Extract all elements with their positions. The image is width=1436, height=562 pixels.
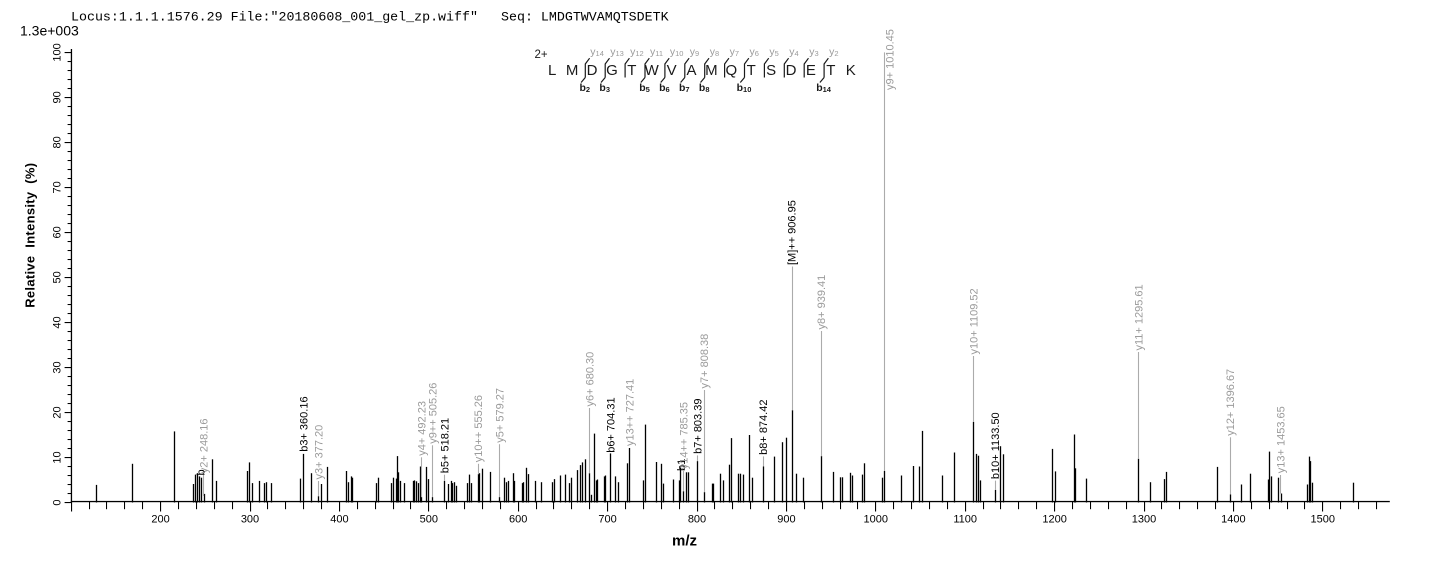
svg-text:b6+ 704.31: b6+ 704.31 xyxy=(606,397,618,452)
svg-text:L: L xyxy=(548,62,556,79)
svg-text:m/z: m/z xyxy=(672,533,697,550)
svg-text:y3+ 377.20: y3+ 377.20 xyxy=(314,425,326,480)
svg-text:80: 80 xyxy=(52,136,64,148)
svg-text:b5+ 518.21: b5+ 518.21 xyxy=(440,418,452,473)
svg-text:y7: y7 xyxy=(730,46,739,58)
svg-text:400: 400 xyxy=(330,514,348,526)
svg-text:10: 10 xyxy=(52,451,64,463)
svg-text:y4+ 492.23: y4+ 492.23 xyxy=(417,401,429,456)
svg-text:Relative Intensity (%): Relative Intensity (%) xyxy=(23,163,38,308)
svg-text:y12+ 1396.67: y12+ 1396.67 xyxy=(1225,369,1237,436)
svg-text:y7+ 808.38: y7+ 808.38 xyxy=(699,334,711,389)
svg-text:b3: b3 xyxy=(599,82,610,94)
svg-text:1300: 1300 xyxy=(1132,514,1156,526)
svg-text:M: M xyxy=(705,62,718,79)
svg-text:100: 100 xyxy=(52,43,64,61)
svg-text:b1: b1 xyxy=(676,459,688,471)
svg-text:900: 900 xyxy=(777,514,795,526)
svg-text:S: S xyxy=(766,62,776,79)
svg-text:b5: b5 xyxy=(639,82,650,94)
svg-text:b8: b8 xyxy=(699,82,710,94)
svg-text:y8+ 939.41: y8+ 939.41 xyxy=(816,275,828,330)
svg-text:y2+ 248.16: y2+ 248.16 xyxy=(198,418,210,473)
svg-text:b7+ 803.39: b7+ 803.39 xyxy=(693,399,705,454)
svg-text:W: W xyxy=(645,62,660,79)
svg-text:2+: 2+ xyxy=(535,49,548,61)
svg-text:T: T xyxy=(627,62,636,79)
svg-text:y6+ 680.30: y6+ 680.30 xyxy=(584,352,596,407)
svg-text:y11: y11 xyxy=(650,46,663,58)
svg-text:1100: 1100 xyxy=(953,514,977,526)
svg-text:y10+ 1109.52: y10+ 1109.52 xyxy=(968,288,980,354)
svg-text:1200: 1200 xyxy=(1042,514,1066,526)
svg-text:y12: y12 xyxy=(630,46,644,58)
svg-text:Q: Q xyxy=(725,62,737,79)
svg-text:50: 50 xyxy=(52,271,64,283)
svg-text:20: 20 xyxy=(52,406,64,418)
svg-text:800: 800 xyxy=(688,514,706,526)
svg-text:M: M xyxy=(566,62,579,79)
svg-text:Locus:1.1.1.1576.29 File:"2018: Locus:1.1.1.1576.29 File:"20180608_001_g… xyxy=(71,9,478,24)
svg-text:D: D xyxy=(786,62,797,79)
svg-text:y9++ 505.26: y9++ 505.26 xyxy=(428,383,440,444)
svg-text:[M]++ 906.95: [M]++ 906.95 xyxy=(787,200,799,265)
svg-text:300: 300 xyxy=(241,514,259,526)
svg-text:D: D xyxy=(587,62,598,79)
svg-text:1500: 1500 xyxy=(1311,514,1335,526)
svg-text:y13++ 727.41: y13++ 727.41 xyxy=(625,379,637,446)
svg-text:y9: y9 xyxy=(690,46,699,58)
svg-text:V: V xyxy=(667,62,677,79)
svg-text:40: 40 xyxy=(52,316,64,328)
svg-text:E: E xyxy=(806,62,816,79)
svg-text:y9+ 1010.45: y9+ 1010.45 xyxy=(885,29,897,90)
svg-text:y11+ 1295.61: y11+ 1295.61 xyxy=(1134,284,1146,350)
svg-text:30: 30 xyxy=(52,361,64,373)
svg-text:y13: y13 xyxy=(610,46,624,58)
svg-text:1.3e+003: 1.3e+003 xyxy=(20,23,79,39)
svg-text:1000: 1000 xyxy=(864,514,888,526)
svg-text:b6: b6 xyxy=(659,82,670,94)
svg-text:y14++ 785.35: y14++ 785.35 xyxy=(679,402,691,469)
svg-text:70: 70 xyxy=(52,181,64,193)
svg-text:b8+ 874.42: b8+ 874.42 xyxy=(758,400,770,455)
svg-text:K: K xyxy=(846,62,856,79)
svg-text:0: 0 xyxy=(52,499,64,505)
svg-text:b2: b2 xyxy=(580,82,591,94)
svg-text:y14: y14 xyxy=(590,46,604,58)
svg-text:T: T xyxy=(826,62,835,79)
svg-text:y10: y10 xyxy=(670,46,684,58)
svg-text:60: 60 xyxy=(52,226,64,238)
svg-text:700: 700 xyxy=(598,514,616,526)
svg-text:A: A xyxy=(686,62,696,79)
svg-text:G: G xyxy=(606,62,618,79)
svg-text:y5: y5 xyxy=(769,46,778,58)
svg-text:Seq: LMDGTWVAMQTSDETK: Seq: LMDGTWVAMQTSDETK xyxy=(501,9,669,24)
svg-text:200: 200 xyxy=(151,514,169,526)
svg-text:500: 500 xyxy=(420,514,438,526)
svg-text:600: 600 xyxy=(509,514,527,526)
svg-text:b7: b7 xyxy=(679,82,690,94)
svg-text:b3+ 360.16: b3+ 360.16 xyxy=(299,396,311,451)
svg-text:y6: y6 xyxy=(750,46,759,58)
svg-text:90: 90 xyxy=(52,91,64,103)
svg-text:y10++ 555.26: y10++ 555.26 xyxy=(473,395,485,462)
svg-text:y5+ 579.27: y5+ 579.27 xyxy=(494,388,506,443)
svg-text:b10+ 1133.50: b10+ 1133.50 xyxy=(990,412,1002,479)
svg-text:y13+ 1453.65: y13+ 1453.65 xyxy=(1276,406,1288,473)
svg-text:T: T xyxy=(747,62,756,79)
svg-text:b10: b10 xyxy=(737,82,752,94)
svg-text:y8: y8 xyxy=(710,46,719,58)
svg-text:y4: y4 xyxy=(789,46,798,58)
svg-text:b: b xyxy=(195,469,207,475)
svg-text:b14: b14 xyxy=(816,82,832,94)
svg-text:1400: 1400 xyxy=(1221,514,1245,526)
svg-text:y2: y2 xyxy=(829,46,838,58)
svg-text:y3: y3 xyxy=(809,46,818,58)
